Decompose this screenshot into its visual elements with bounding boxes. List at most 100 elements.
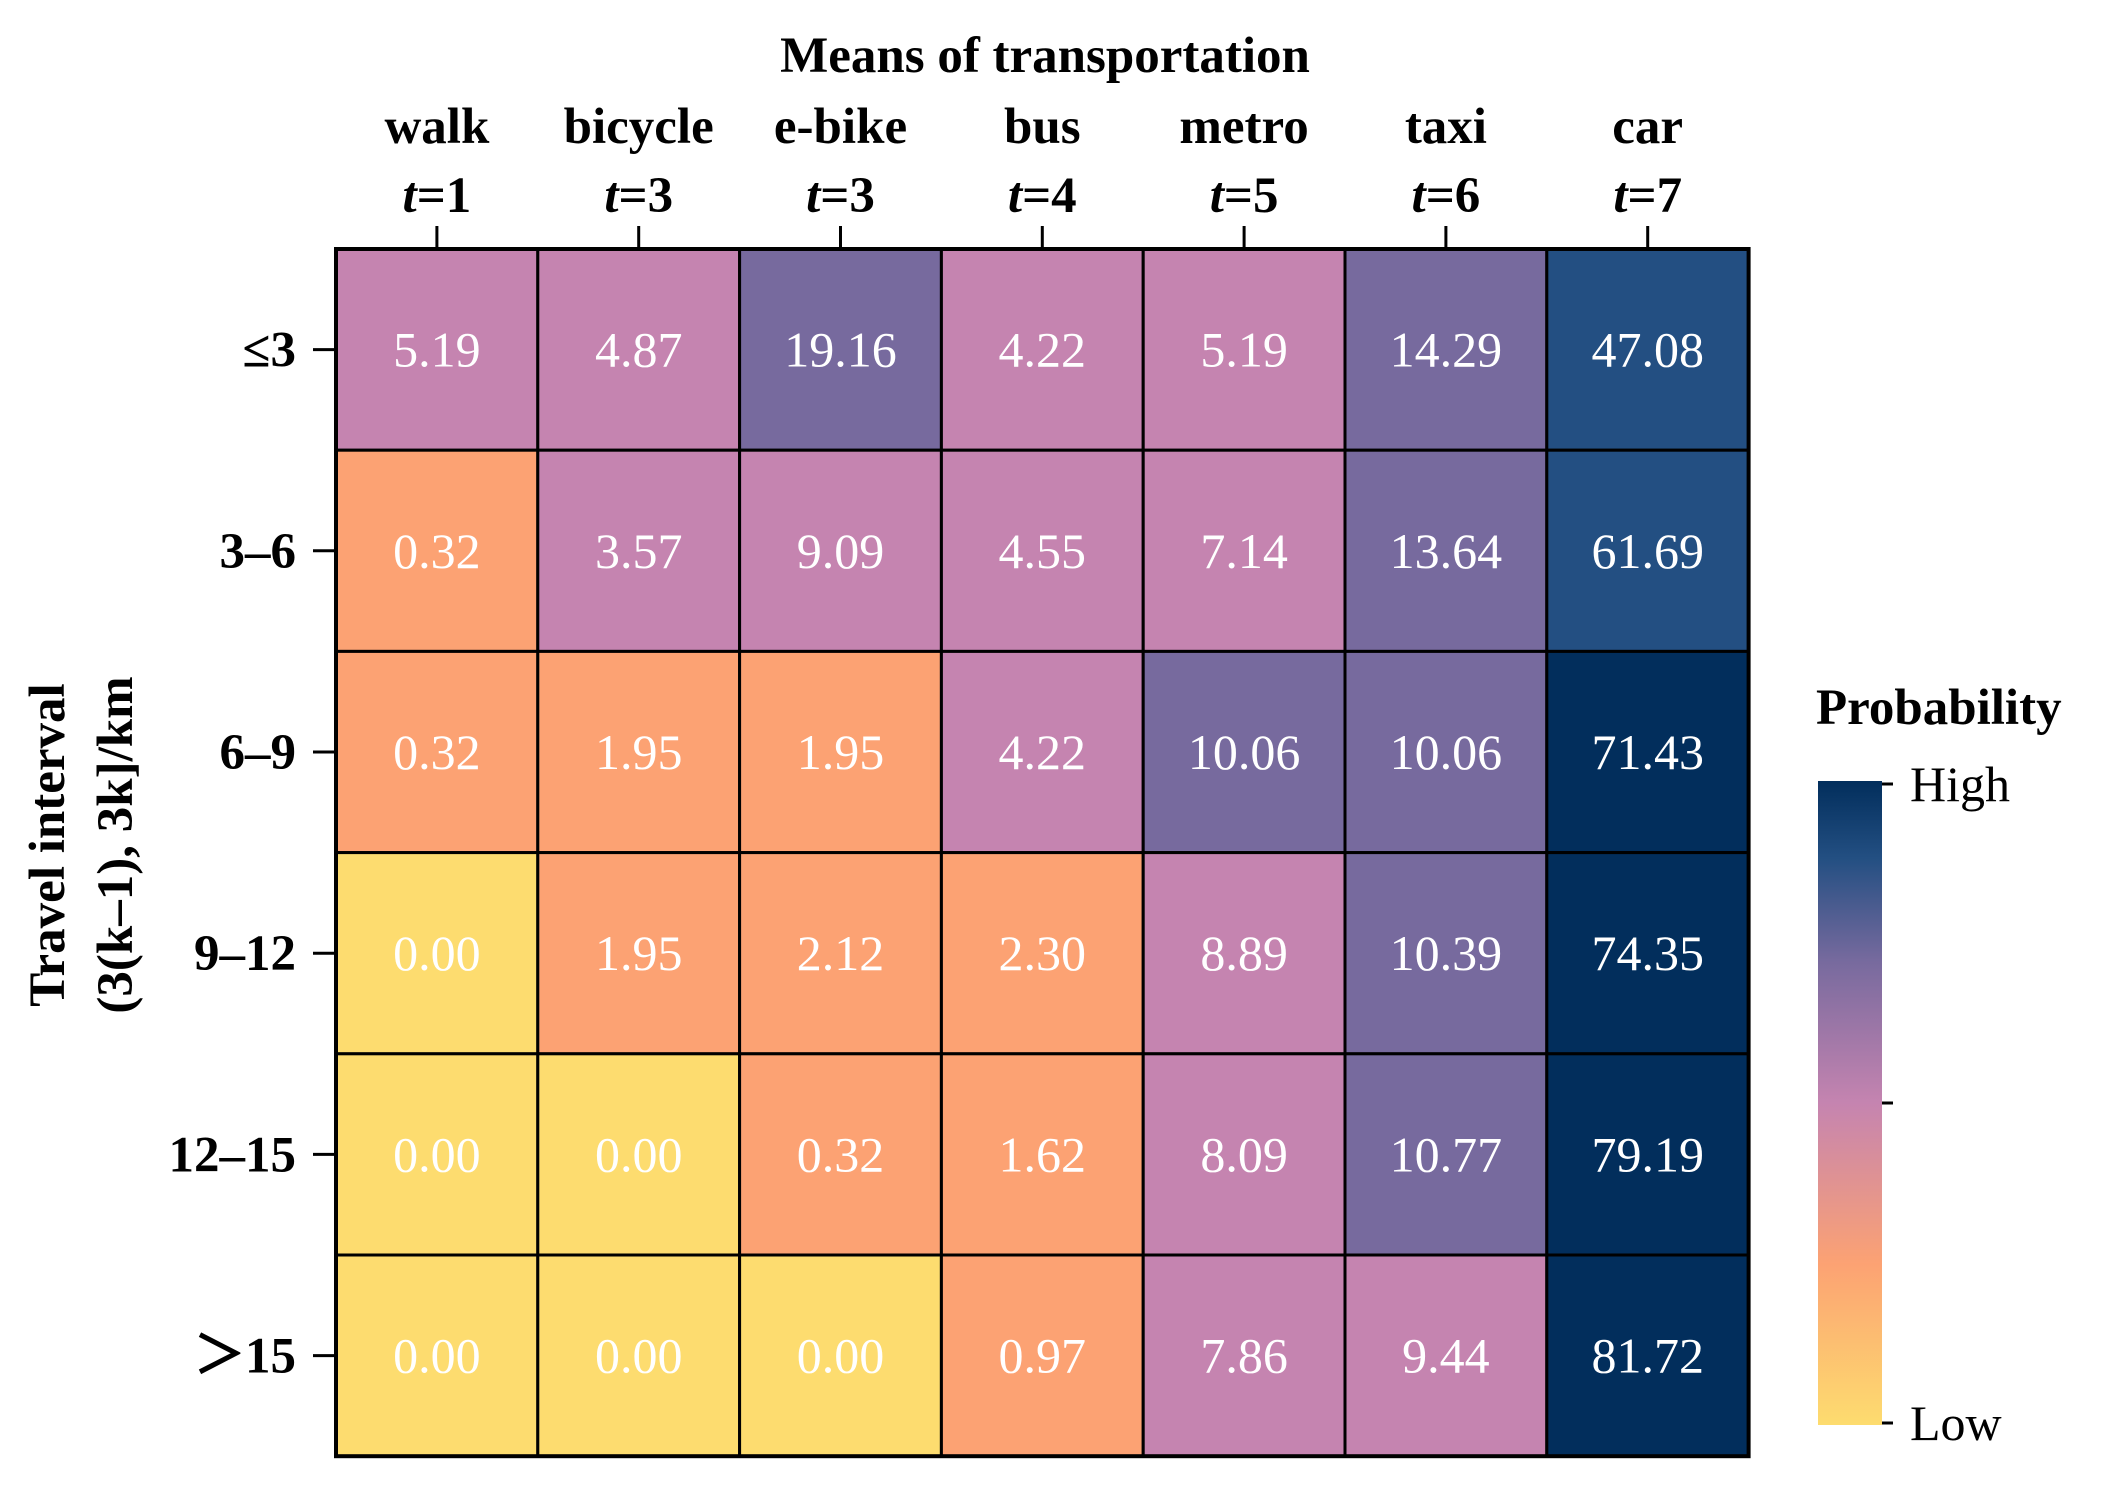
column-label-taxi: taxi [1405, 99, 1487, 155]
heatmap-cell [1545, 247, 1751, 452]
heatmap-cell [1545, 1253, 1751, 1458]
column-label-bus: bus [1004, 99, 1081, 155]
time-equals: = [1224, 168, 1253, 224]
column-time-car: t=7 [1613, 168, 1682, 224]
colorbar-gradient [1818, 781, 1882, 1425]
heatmap-cell [536, 247, 742, 452]
heatmap-cell [334, 448, 540, 653]
time-variable: t [1412, 168, 1428, 224]
time-equals: = [1426, 168, 1455, 224]
heatmap-cells: 5.19 4.87 19.16 4.22 5.19 14.29 47.08 0.32 3.57 9… [334, 247, 1751, 1459]
column-time-metro: t=5 [1210, 168, 1279, 224]
heatmap-cell [1343, 448, 1549, 653]
cell-value-label: 9.09 [797, 523, 885, 579]
column-label-walk: walk [384, 99, 490, 155]
heatmap-cell [738, 1253, 943, 1458]
column-time-bus: t=4 [1008, 168, 1077, 224]
cell-value-label: 4.22 [999, 724, 1087, 780]
cell-value-label: 47.08 [1591, 322, 1704, 378]
time-variable: t [604, 168, 620, 224]
column-label-car: car [1612, 99, 1683, 155]
cell-value-label: 3.57 [595, 523, 683, 579]
cell-value-label: 4.87 [595, 322, 683, 378]
y-axis-title: Travel interval (3(k–1), 3k]/km [20, 676, 144, 1013]
row-label: 3–6 [220, 524, 297, 580]
cell-value-label: 10.06 [1390, 724, 1503, 780]
row-labels: ≤3 3–6 6–9 9–12 12–15 ＞15 [169, 323, 336, 1385]
heatmap-cell [536, 1253, 742, 1458]
cell-value-label: 0.00 [393, 1328, 481, 1384]
time-equals: = [1628, 168, 1657, 224]
time-variable: t [403, 168, 419, 224]
time-equals: = [619, 168, 648, 224]
time-value: 3 [849, 168, 875, 224]
cell-value-label: 0.00 [797, 1328, 885, 1384]
heatmap-cell [738, 1052, 943, 1257]
cell-value-label: 0.00 [595, 1328, 683, 1384]
heatmap-cell [334, 1253, 540, 1458]
cell-value-label: 61.69 [1591, 523, 1704, 579]
row-label: ≤3 [243, 323, 297, 379]
cell-value-label: 10.39 [1390, 925, 1503, 981]
x-axis-title: Means of transportation [780, 28, 1310, 84]
heatmap-cell [536, 448, 742, 653]
cell-value-label: 0.32 [393, 724, 481, 780]
heatmap-cell [1545, 1052, 1751, 1257]
cell-value-label: 2.12 [797, 925, 885, 981]
colorbar-low-label: Low [1910, 1395, 2002, 1451]
cell-value-label: 19.16 [784, 322, 897, 378]
column-time-e-bike: t=3 [806, 168, 875, 224]
cell-value-label: 4.22 [999, 322, 1087, 378]
heatmap-frame [334, 247, 1751, 1459]
column-label-e-bike: e-bike [774, 99, 907, 155]
heatmap-cell [939, 448, 1145, 653]
cell-value-label: 0.00 [393, 1126, 481, 1182]
heatmap-cell [536, 851, 742, 1056]
heatmap-cell [939, 851, 1145, 1056]
column-time-taxi: t=6 [1412, 168, 1481, 224]
heatmap-cell [1343, 247, 1549, 452]
time-variable: t [1210, 168, 1226, 224]
time-equals: = [1022, 168, 1051, 224]
heatmap-cell [1141, 851, 1347, 1056]
cell-value-label: 1.95 [797, 724, 885, 780]
row-label: ＞15 [194, 1329, 296, 1385]
heatmap-cell [939, 649, 1145, 855]
heatmap-cell [738, 649, 943, 855]
time-value: 4 [1051, 168, 1077, 224]
heatmap-cell [1343, 851, 1549, 1056]
time-value: 3 [648, 168, 674, 224]
heatmap-cell [1141, 448, 1347, 653]
colorbar-high-label: High [1910, 756, 2010, 812]
cell-value-label: 4.55 [999, 523, 1087, 579]
heatmap-cell [1545, 851, 1751, 1056]
cell-value-label: 0.00 [393, 925, 481, 981]
cell-value-label: 79.19 [1591, 1126, 1704, 1182]
cell-value-label: 0.32 [797, 1126, 885, 1182]
heatmap-cell [1141, 1253, 1347, 1458]
time-value: 1 [446, 168, 472, 224]
heatmap-cell [738, 247, 943, 452]
cell-value-label: 81.72 [1591, 1328, 1704, 1384]
cell-value-label: 8.89 [1200, 925, 1288, 981]
time-value: 6 [1455, 168, 1481, 224]
column-headers: walkt=1bicyclet=3e-biket=3bust=4metrot=5… [384, 99, 1683, 249]
time-value: 7 [1657, 168, 1683, 224]
cell-value-label: 7.86 [1200, 1328, 1288, 1384]
time-variable: t [1008, 168, 1024, 224]
heatmap-cell [1141, 247, 1347, 452]
heatmap-cell [536, 649, 742, 855]
colorbar-title: Probability [1816, 680, 2062, 736]
cell-value-label: 0.32 [393, 523, 481, 579]
cell-value-label: 1.62 [999, 1126, 1087, 1182]
y-axis-title-line-2: (3(k–1), 3k]/km [88, 676, 144, 1013]
cell-value-label: 10.06 [1188, 724, 1301, 780]
row-label: 12–15 [169, 1127, 297, 1183]
column-label-bicycle: bicycle [564, 99, 714, 155]
cell-value-label: 14.29 [1390, 322, 1503, 378]
column-time-walk: t=1 [403, 168, 472, 224]
cell-value-label: 2.30 [999, 925, 1087, 981]
time-variable: t [806, 168, 822, 224]
colorbar: Probability High Low [1816, 680, 2062, 1451]
